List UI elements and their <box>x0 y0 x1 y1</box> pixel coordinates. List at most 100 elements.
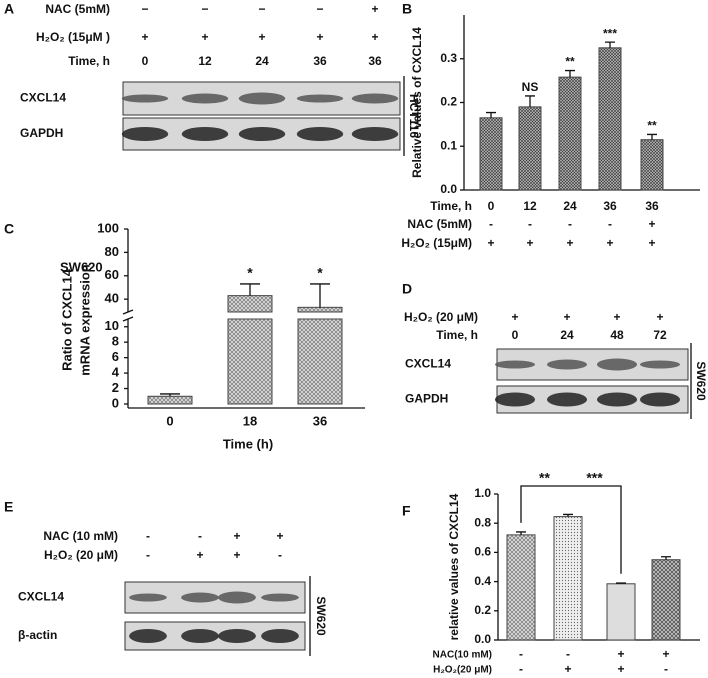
band-label: CXCL14 <box>18 590 64 604</box>
error-bar <box>661 556 671 560</box>
y-tick-label: 0.3 <box>440 51 457 65</box>
axis-break <box>122 316 134 322</box>
condition-value: - <box>519 662 523 676</box>
bar <box>479 117 503 191</box>
blot-band <box>121 94 169 103</box>
condition-value: + <box>526 236 533 250</box>
axis-break <box>122 309 134 315</box>
condition-label: H₂O₂(20 μM) <box>433 665 492 676</box>
x-tick-label: 0 <box>166 413 173 428</box>
condition-value: + <box>613 310 620 324</box>
blot-band <box>639 392 681 407</box>
condition-label: Time, h <box>436 328 478 342</box>
panel-letter: E <box>4 499 13 515</box>
bracket <box>520 485 622 574</box>
bar <box>147 395 193 405</box>
condition-value: - <box>519 647 523 661</box>
blot-band <box>296 94 344 103</box>
condition-value: + <box>566 236 573 250</box>
condition-value: 12 <box>523 199 537 213</box>
condition-label: H₂O₂ (20 μM) <box>44 548 118 562</box>
blot-band <box>546 359 588 370</box>
y-axis-label: mRNA expression <box>77 264 92 376</box>
condition-value: 48 <box>610 328 624 342</box>
band-label: CXCL14 <box>20 91 66 105</box>
panel-letter: A <box>4 1 14 17</box>
cell-line: SW620 <box>314 596 328 636</box>
blot-band <box>351 93 399 104</box>
bar-segment <box>227 295 273 313</box>
condition-label: NAC (5mM) <box>45 2 110 16</box>
cell-line: HCT116 <box>407 94 421 138</box>
bar-segment <box>147 395 193 405</box>
blot-band <box>129 593 167 602</box>
significance: * <box>247 265 253 281</box>
bar-segment <box>227 318 273 405</box>
panel-letter: B <box>402 1 412 17</box>
error-bar <box>310 283 330 308</box>
condition-value: + <box>276 529 283 543</box>
condition-label: H₂O₂ (15μM ) <box>36 30 110 44</box>
condition-value: + <box>564 662 571 676</box>
condition-value: 36 <box>603 199 617 213</box>
condition-label: H₂O₂ (20 μM) <box>404 310 478 324</box>
significance: * <box>317 265 323 281</box>
significance: *** <box>586 470 603 486</box>
condition-label: Time, h <box>68 54 110 68</box>
bar <box>606 583 636 641</box>
error-bar <box>516 531 526 535</box>
condition-value: + <box>648 236 655 250</box>
blot-band <box>181 629 219 643</box>
y-axis-label: Ratio of CXCL14 <box>59 268 74 371</box>
error-bar <box>563 513 573 517</box>
significance: ** <box>539 470 550 486</box>
bar <box>506 534 536 641</box>
condition-value: + <box>258 30 265 44</box>
y-tick-label: 0 <box>112 395 119 410</box>
blot-band <box>261 593 299 602</box>
band-label: β-actin <box>18 628 57 642</box>
blot-band <box>181 127 229 141</box>
band-label: GAPDH <box>20 126 63 140</box>
condition-label: H₂O₂ (15μM) <box>401 236 472 250</box>
condition-value: - <box>489 217 493 231</box>
error-bar <box>240 283 260 296</box>
bar <box>651 559 681 641</box>
bar <box>553 516 583 641</box>
band-label: GAPDH <box>405 392 448 406</box>
significance: *** <box>603 26 617 40</box>
condition-value: 72 <box>653 328 667 342</box>
condition-value: - <box>608 217 612 231</box>
significance: NS <box>522 80 539 94</box>
subtitle: SW620 <box>60 259 103 274</box>
bar <box>518 106 542 191</box>
condition-value: - <box>146 529 150 543</box>
y-tick-label: 10 <box>105 318 119 333</box>
bar <box>598 47 622 191</box>
y-tick-label: 0.2 <box>474 603 491 617</box>
y-tick-label: 4 <box>112 365 120 380</box>
blot-band <box>181 93 229 104</box>
error-bar <box>160 393 180 397</box>
condition-value: - <box>198 529 202 543</box>
condition-value: 0 <box>488 199 495 213</box>
y-axis-label: Relative values of CXCL14 <box>410 27 424 178</box>
condition-value: + <box>511 310 518 324</box>
error-bar <box>605 41 615 48</box>
condition-value: 36 <box>368 54 382 68</box>
blot-band <box>181 592 219 603</box>
condition-value: + <box>141 30 148 44</box>
condition-value: + <box>233 529 240 543</box>
y-tick-label: 0.0 <box>440 182 457 196</box>
condition-value: + <box>316 30 323 44</box>
condition-value: - <box>278 548 282 562</box>
condition-value: 24 <box>560 328 574 342</box>
y-tick-label: 0.2 <box>440 95 457 109</box>
condition-value: + <box>656 310 663 324</box>
blot-band <box>639 360 681 369</box>
condition-label: NAC (10 mM) <box>43 529 118 543</box>
significance: ** <box>565 55 575 69</box>
condition-value: + <box>201 30 208 44</box>
